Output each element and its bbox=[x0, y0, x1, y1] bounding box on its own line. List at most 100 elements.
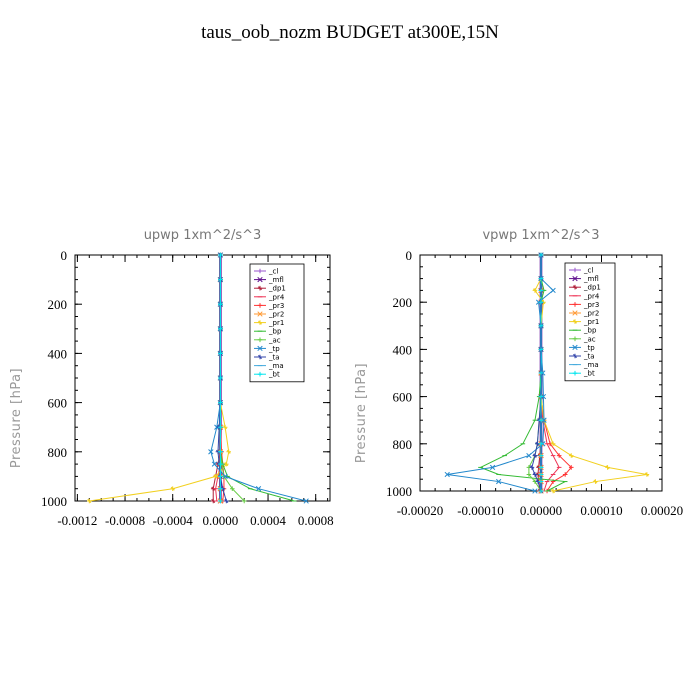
legend-label: _ac bbox=[268, 336, 281, 344]
x-tick-label: 0.00010 bbox=[580, 503, 622, 518]
legend-label: _pr1 bbox=[583, 318, 599, 326]
data-point bbox=[495, 478, 502, 485]
data-point bbox=[208, 449, 214, 455]
data-point bbox=[532, 488, 538, 494]
y-tick-label: 600 bbox=[393, 390, 413, 405]
data-point bbox=[170, 486, 176, 491]
data-point bbox=[605, 465, 610, 470]
data-point bbox=[538, 488, 544, 494]
legend-label: _pr3 bbox=[583, 301, 599, 309]
legend-marker bbox=[572, 344, 578, 351]
data-point bbox=[538, 479, 544, 484]
legend-marker bbox=[572, 267, 578, 273]
data-point bbox=[556, 453, 562, 458]
legend-marker bbox=[257, 320, 263, 325]
data-point bbox=[538, 472, 544, 477]
legend-label: _tp bbox=[583, 344, 595, 352]
y-tick-label: 200 bbox=[393, 295, 413, 310]
data-point bbox=[224, 498, 229, 504]
data-point bbox=[538, 276, 544, 281]
legend-label: _mfl bbox=[583, 275, 599, 283]
data-point bbox=[538, 465, 544, 470]
data-point bbox=[218, 351, 223, 356]
y-tick-label: 800 bbox=[393, 437, 413, 452]
legend-label: _bp bbox=[268, 328, 282, 336]
data-point bbox=[86, 498, 92, 504]
legend-marker bbox=[572, 370, 578, 376]
y-tick-label: 1000 bbox=[41, 494, 67, 509]
legend-marker bbox=[257, 354, 263, 360]
legend: _cl_mfl_dp1_pr4_pr3_pr2_pr1_bp_ac_tp_ta_… bbox=[249, 263, 305, 383]
data-point bbox=[255, 486, 262, 492]
legend-label: _pr3 bbox=[268, 302, 284, 310]
legend-marker bbox=[572, 302, 578, 307]
data-point bbox=[218, 400, 223, 405]
data-point bbox=[218, 461, 223, 467]
legend-marker bbox=[572, 353, 578, 359]
y-tick-label: 1000 bbox=[386, 484, 412, 499]
legend-marker bbox=[572, 336, 578, 342]
y-tick-label: 600 bbox=[48, 396, 68, 411]
legend: _cl_mfl_dp1_pr4_pr3_pr2_pr1_bp_ac_tp_ta_… bbox=[564, 262, 616, 382]
data-point bbox=[538, 288, 544, 293]
data-point bbox=[218, 498, 223, 504]
data-point bbox=[532, 453, 538, 458]
data-point bbox=[229, 486, 235, 491]
data-point bbox=[218, 252, 223, 258]
page-title: taus_oob_nozm BUDGET at300E,15N bbox=[201, 22, 499, 43]
data-point bbox=[218, 326, 223, 332]
data-point bbox=[568, 465, 574, 470]
panel-2: vpwp 1xm^2/s^3 Pressure [hPa] 0 200 400 600 80… bbox=[354, 228, 683, 518]
x-tick-label: 0.0004 bbox=[250, 513, 286, 528]
legend-label: _ac bbox=[583, 335, 596, 343]
legend-label: _bt bbox=[268, 371, 280, 379]
data-point bbox=[222, 424, 228, 430]
data-point bbox=[538, 394, 544, 399]
data-point bbox=[568, 453, 574, 458]
panel-1: upwp 1xm^2/s^3 Pressure [hPa] 0 200 400 600 80… bbox=[9, 228, 334, 528]
series-pr1 bbox=[86, 252, 232, 504]
legend-label: _dp1 bbox=[583, 284, 601, 292]
x-tick-label: -0.0008 bbox=[105, 513, 145, 528]
data-point bbox=[538, 347, 544, 352]
x-tick-label: -0.00020 bbox=[397, 503, 444, 518]
data-point bbox=[532, 472, 538, 477]
y-tick-label: 400 bbox=[48, 346, 68, 361]
series-bt bbox=[538, 252, 544, 494]
legend-label: _bp bbox=[583, 327, 597, 335]
data-point bbox=[241, 498, 247, 504]
data-point bbox=[218, 375, 223, 381]
x-tick-label: -0.0012 bbox=[57, 513, 97, 528]
data-point bbox=[218, 449, 223, 455]
legend-label: _pr1 bbox=[268, 319, 284, 327]
legend-marker bbox=[257, 311, 263, 317]
legend-marker bbox=[572, 284, 578, 290]
data-point bbox=[303, 498, 309, 504]
legend-label: _pr4 bbox=[268, 293, 285, 301]
legend-marker bbox=[572, 319, 578, 324]
legend-marker bbox=[572, 310, 578, 316]
data-point bbox=[222, 473, 228, 480]
legend-label: _pr4 bbox=[583, 292, 600, 300]
legend-label: _ma bbox=[268, 362, 284, 370]
legend-marker bbox=[257, 276, 263, 283]
x-tick-label: 0.0000 bbox=[202, 513, 238, 528]
x-tick-label: 0.00020 bbox=[641, 503, 683, 518]
data-point bbox=[538, 417, 544, 423]
legend-label: _cl bbox=[583, 267, 593, 275]
data-point bbox=[550, 441, 556, 447]
series-bt bbox=[218, 252, 223, 504]
legend-label: _pr2 bbox=[268, 311, 284, 319]
data-point bbox=[538, 299, 544, 305]
data-point bbox=[532, 288, 538, 293]
legend-marker bbox=[257, 345, 263, 352]
x-tick-label: -0.00010 bbox=[457, 503, 504, 518]
legend-label: _tp bbox=[268, 345, 280, 353]
data-point bbox=[218, 474, 223, 479]
legend-marker bbox=[257, 337, 263, 343]
x-tick-label: 0.00000 bbox=[520, 503, 562, 518]
legend-label: _cl bbox=[268, 268, 278, 276]
y-axis-label: Pressure [hPa] bbox=[354, 363, 369, 463]
legend-label: _bt bbox=[583, 370, 595, 378]
